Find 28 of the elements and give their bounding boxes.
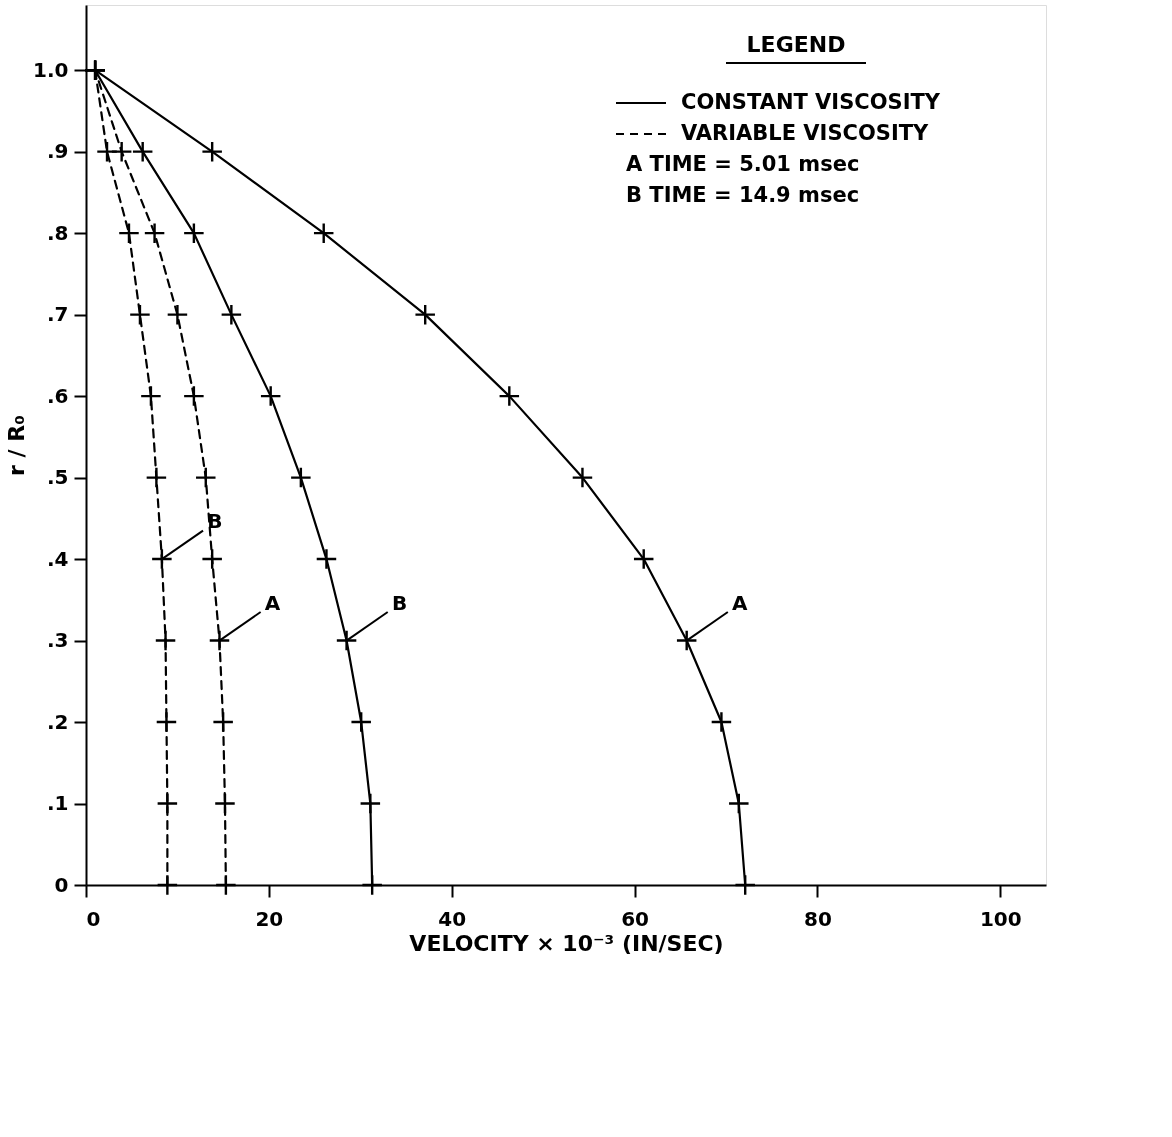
y-tick-label: 1.0	[33, 57, 69, 82]
x-tick-label: 20	[255, 906, 284, 931]
annotation: CONSTANT VISCOSITY	[681, 90, 941, 114]
annotation: A	[731, 590, 748, 615]
y-tick-label: .7	[46, 302, 69, 327]
annotation: B	[391, 590, 408, 615]
x-tick-label: 60	[621, 906, 649, 931]
y-tick-label: .9	[46, 139, 69, 164]
annotation: B TIME = 14.9 msec	[626, 183, 860, 207]
x-tick-label: 80	[804, 906, 832, 931]
y-tick-label: .8	[46, 220, 69, 245]
x-tick-label: 0	[86, 906, 101, 931]
y-tick-label: .2	[46, 709, 69, 734]
annotation: VARIABLE VISCOSITY	[681, 121, 930, 145]
legend-title: LEGEND	[746, 32, 846, 57]
y-tick-label: .6	[46, 383, 69, 408]
x-tick-label: 40	[438, 906, 467, 931]
x-axis-title: VELOCITY × 10⁻³ (IN/SEC)	[409, 930, 724, 956]
y-tick-label: .1	[46, 791, 69, 816]
y-tick-label: 0	[54, 872, 69, 897]
y-tick-label: .5	[46, 465, 69, 490]
annotation: A TIME = 5.01 msec	[626, 152, 860, 176]
annotation: A	[264, 590, 281, 615]
annotation: B	[207, 509, 223, 534]
y-tick-label: .3	[46, 628, 69, 653]
x-tick-label: 100	[979, 906, 1022, 931]
y-axis-title: r / R₀	[4, 415, 30, 476]
y-tick-label: .4	[46, 546, 69, 571]
